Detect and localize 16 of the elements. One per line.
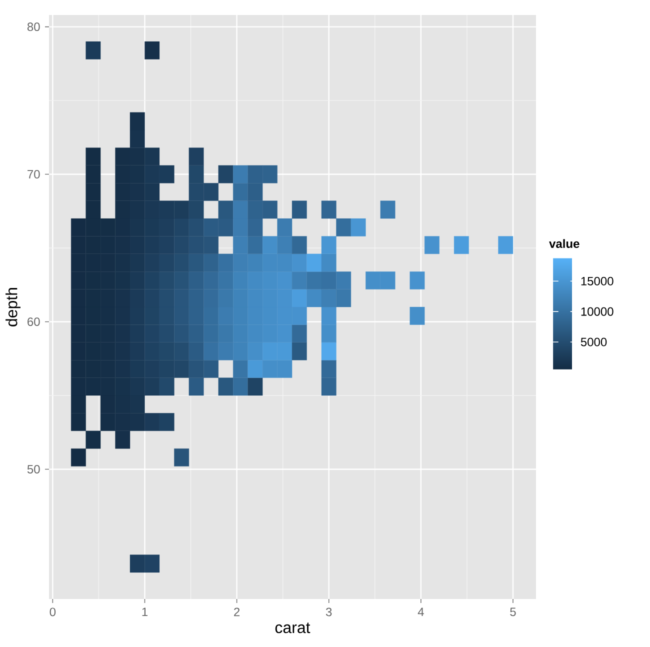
- x-axis-title: carat: [275, 622, 310, 634]
- color-bar-label: 5000: [580, 338, 607, 346]
- y-tick-label: 80: [27, 22, 40, 32]
- color-bar-title: value: [549, 239, 580, 248]
- y-axis-title: depth: [6, 288, 20, 326]
- y-tick-label: 60: [28, 317, 40, 326]
- y-tick-label: 50: [27, 464, 40, 474]
- x-tick-label: 3: [326, 608, 332, 616]
- x-tick-label: 4: [418, 608, 424, 616]
- x-tick-label: 0: [50, 608, 56, 616]
- color-bar-label: 15000: [581, 276, 614, 286]
- color-bar-label: 10000: [581, 307, 614, 316]
- x-tick-label: 5: [510, 608, 516, 616]
- x-tick-label: 2: [234, 608, 240, 616]
- y-tick-label: 70: [28, 170, 40, 179]
- x-tick-label: 1: [142, 608, 148, 616]
